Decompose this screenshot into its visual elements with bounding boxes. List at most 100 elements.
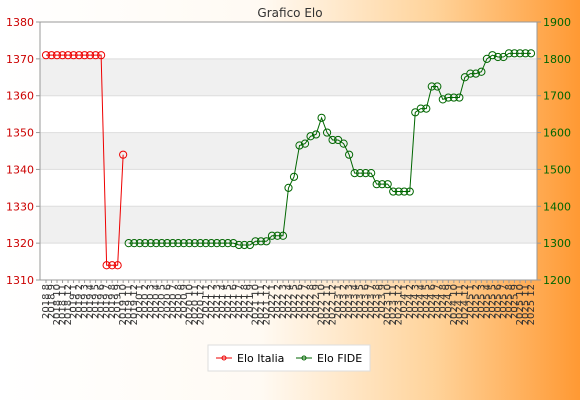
- x-tick-label: 2019 4: [85, 284, 96, 319]
- x-tick-label: 2019 10: [118, 284, 129, 325]
- y-left-tick-label: 1350: [6, 127, 34, 140]
- data-point: [493, 52, 503, 62]
- x-tick-label: 2020 8: [173, 284, 184, 319]
- data-point: [207, 239, 216, 248]
- data-point: [108, 261, 117, 270]
- data-point: [69, 51, 78, 60]
- data-point: [168, 239, 177, 248]
- x-tick-label: 2021 5: [223, 284, 234, 319]
- x-tick-label: 2022 11: [322, 284, 333, 325]
- x-tick-label: 2018 10: [52, 284, 63, 325]
- x-tick-label: 2022 8: [306, 284, 317, 319]
- x-tick-label: 2019 5: [91, 284, 102, 319]
- data-point: [427, 82, 436, 91]
- x-tick-label: 2020 12: [195, 284, 206, 325]
- y-right-tick-label: 1200: [543, 274, 571, 287]
- data-point: [152, 239, 161, 248]
- x-tick-label: 2024 11: [454, 284, 465, 325]
- data-point: [460, 73, 469, 82]
- x-tick-label: 2025 12: [526, 284, 537, 325]
- legend-label: Elo Italia: [237, 352, 284, 365]
- data-point: [482, 54, 492, 63]
- data-point: [41, 51, 51, 60]
- x-tick-label: 2021 10: [250, 284, 261, 325]
- x-tick-label: 2023 3: [344, 284, 355, 319]
- x-tick-label: 2025 10: [515, 284, 526, 325]
- data-point: [488, 51, 497, 60]
- x-tick-label: 2023 10: [383, 284, 394, 325]
- x-tick-label: 2023 9: [377, 284, 388, 319]
- data-point: [466, 69, 475, 78]
- x-tick-label: 2024 1: [399, 284, 410, 319]
- data-point: [411, 108, 420, 117]
- x-tick-label: 2022 12: [328, 284, 339, 325]
- x-tick-label: 2020 9: [179, 284, 190, 319]
- chart-title: Grafico Elo: [257, 6, 322, 20]
- data-point: [477, 67, 486, 76]
- data-point: [306, 132, 315, 141]
- data-point: [444, 93, 453, 102]
- plot-band: [40, 58, 537, 96]
- x-tick-label: 2019 7: [102, 284, 113, 319]
- data-point: [201, 239, 210, 248]
- data-point: [521, 49, 530, 58]
- x-tick-label: 2023 12: [394, 284, 405, 325]
- data-point: [179, 239, 188, 248]
- plot-band: [40, 132, 537, 170]
- data-point: [113, 261, 122, 270]
- x-tick-label: 2020 5: [157, 284, 168, 319]
- data-point: [339, 139, 348, 148]
- chart-legend: Elo Italia Elo FIDE: [207, 344, 371, 372]
- data-point: [515, 49, 525, 58]
- x-tick-label: 2019 1: [69, 284, 80, 319]
- data-point: [510, 49, 519, 58]
- data-point: [174, 239, 183, 248]
- data-point: [163, 239, 172, 248]
- x-tick-label: 2021 12: [261, 284, 272, 325]
- data-point: [471, 69, 480, 78]
- data-point: [317, 113, 326, 122]
- x-tick-label: 2025 7: [498, 284, 509, 319]
- x-tick-label: 2019 2: [74, 284, 85, 319]
- x-tick-label: 2020 6: [162, 284, 173, 319]
- x-tick-label: 2022 7: [300, 284, 311, 319]
- data-point: [383, 180, 392, 189]
- data-point: [438, 95, 447, 104]
- legend-box: [207, 344, 371, 372]
- data-point: [262, 237, 271, 246]
- x-tick-label: 2025 1: [465, 284, 476, 319]
- x-tick-label: 2021 11: [256, 284, 267, 325]
- data-point: [218, 239, 227, 248]
- x-tick-label: 2025 8: [504, 284, 515, 319]
- data-point: [526, 49, 536, 58]
- data-point: [135, 239, 144, 248]
- data-point: [157, 239, 166, 248]
- y-right-tick-label: 1400: [543, 200, 571, 213]
- x-tick-label: 2021 1: [201, 284, 212, 319]
- data-point: [433, 82, 442, 91]
- data-point: [91, 51, 100, 60]
- data-point: [245, 240, 255, 250]
- x-tick-label: 2022 2: [272, 284, 283, 319]
- x-tick-label: 2024 5: [421, 284, 432, 319]
- x-tick-label: 2023 5: [355, 284, 366, 319]
- y-right-tick-label: 1900: [543, 16, 571, 29]
- y-left-tick-label: 1370: [6, 53, 34, 66]
- data-point: [240, 240, 249, 250]
- x-tick-label: 2018 12: [63, 284, 74, 325]
- x-tick-label: 2021 9: [245, 284, 256, 319]
- x-tick-label: 2024 10: [449, 284, 460, 325]
- data-point: [350, 169, 359, 178]
- data-point: [74, 51, 84, 60]
- x-tick-label: 2024 6: [427, 284, 438, 319]
- data-point: [212, 239, 221, 248]
- x-tick-label: 2024 7: [432, 284, 443, 319]
- y-left-tick-label: 1380: [6, 16, 34, 29]
- x-tick-label: 2021 6: [228, 284, 239, 319]
- x-tick-label: 2025 6: [493, 284, 504, 319]
- data-point: [185, 239, 194, 248]
- x-tick-label: 2021 8: [239, 284, 250, 319]
- x-tick-label: 2020 11: [190, 284, 201, 325]
- x-tick-label: 2019 9: [113, 284, 124, 319]
